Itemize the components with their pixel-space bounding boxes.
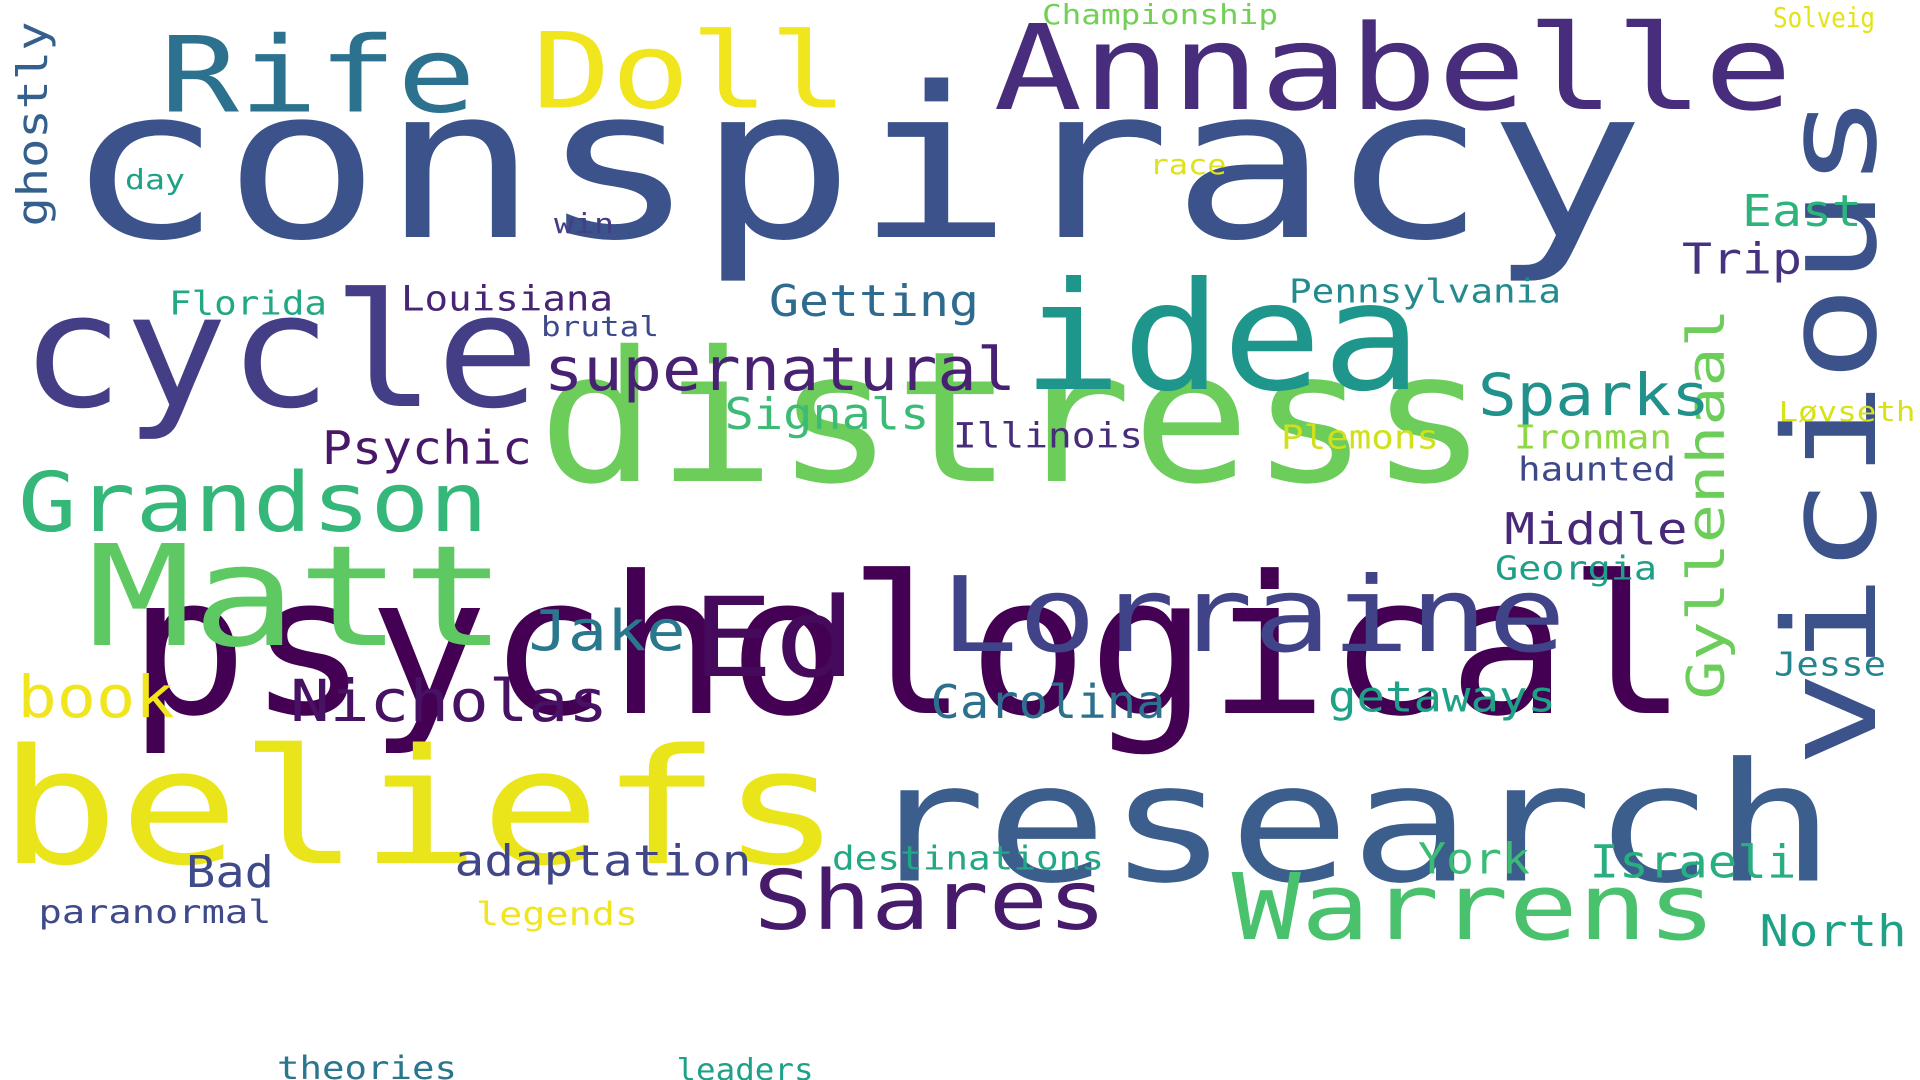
word-research: research <box>864 727 1836 920</box>
word-plemons: Plemons <box>1281 417 1439 457</box>
word-cycle: cycle <box>20 260 540 444</box>
word-annabelle: Annabelle <box>993 0 1793 137</box>
word-championship: Championship <box>1041 0 1279 31</box>
word-paranormal: paranormal <box>38 893 272 931</box>
word-georgia: Georgia <box>1494 548 1658 588</box>
word-ghostly: ghostly <box>8 21 57 227</box>
word-signals: Signals <box>724 389 930 440</box>
word-shares: Shares <box>753 854 1107 949</box>
word-sparks: Sparks <box>1478 361 1710 429</box>
word-brutal: brutal <box>540 310 660 343</box>
word-middle: Middle <box>1504 504 1688 555</box>
word-north: North <box>1759 906 1907 957</box>
word-doll: Doll <box>531 10 849 133</box>
word-jake: Jake <box>528 599 686 664</box>
word-theories: theories <box>276 1049 458 1080</box>
word-psychic: Psychic <box>322 421 532 475</box>
word-day: day <box>125 163 185 196</box>
word-legends: legends <box>476 895 638 933</box>
word-warrens: Warrens <box>1231 854 1717 961</box>
word-east: East <box>1742 186 1862 237</box>
word-psychological: psychological <box>128 536 1688 759</box>
word-getaways: getaways <box>1327 672 1557 723</box>
word-louisiana: Louisiana <box>400 279 614 320</box>
word-lorraine: Lorraine <box>939 554 1567 676</box>
word-win: win <box>554 207 614 240</box>
word-ed: Ed <box>691 574 857 702</box>
word-adaptation: adaptation <box>454 836 752 887</box>
word-solveig: Solveig <box>1773 1 1875 34</box>
word-israeli: Israeli <box>1589 835 1797 889</box>
word-jesse: Jesse <box>1774 644 1886 684</box>
word-ironman: Ironman <box>1514 417 1672 457</box>
word-nicholas: Nicholas <box>290 667 608 735</box>
word-haunted: haunted <box>1518 449 1676 489</box>
word-florida: Florida <box>169 283 327 323</box>
word-beliefs: beliefs <box>0 714 842 901</box>
word-lovseth: Løvseth <box>1778 395 1916 428</box>
word-pennsylvania: Pennsylvania <box>1288 271 1562 311</box>
word-destinations: destinations <box>831 838 1105 878</box>
word-carolina: Carolina <box>930 675 1166 729</box>
word-idea: idea <box>1022 251 1422 425</box>
word-illinois: Illinois <box>953 416 1143 457</box>
word-conspiracy: conspiracy <box>64 42 1646 287</box>
word-bad: Bad <box>186 847 274 898</box>
word-race: race <box>1149 148 1227 181</box>
word-distress: distress <box>537 312 1489 524</box>
word-rife: Rife <box>159 14 477 137</box>
word-supernatural: supernatural <box>543 335 1017 405</box>
word-getting: Getting <box>769 276 979 327</box>
word-leaders: leaders <box>676 1053 814 1080</box>
word-trip: Trip <box>1681 234 1803 285</box>
word-york: York <box>1418 834 1530 885</box>
word-book: book <box>17 663 175 731</box>
word-matt: Matt <box>86 516 508 679</box>
word-grandson: Grandson <box>18 456 488 551</box>
